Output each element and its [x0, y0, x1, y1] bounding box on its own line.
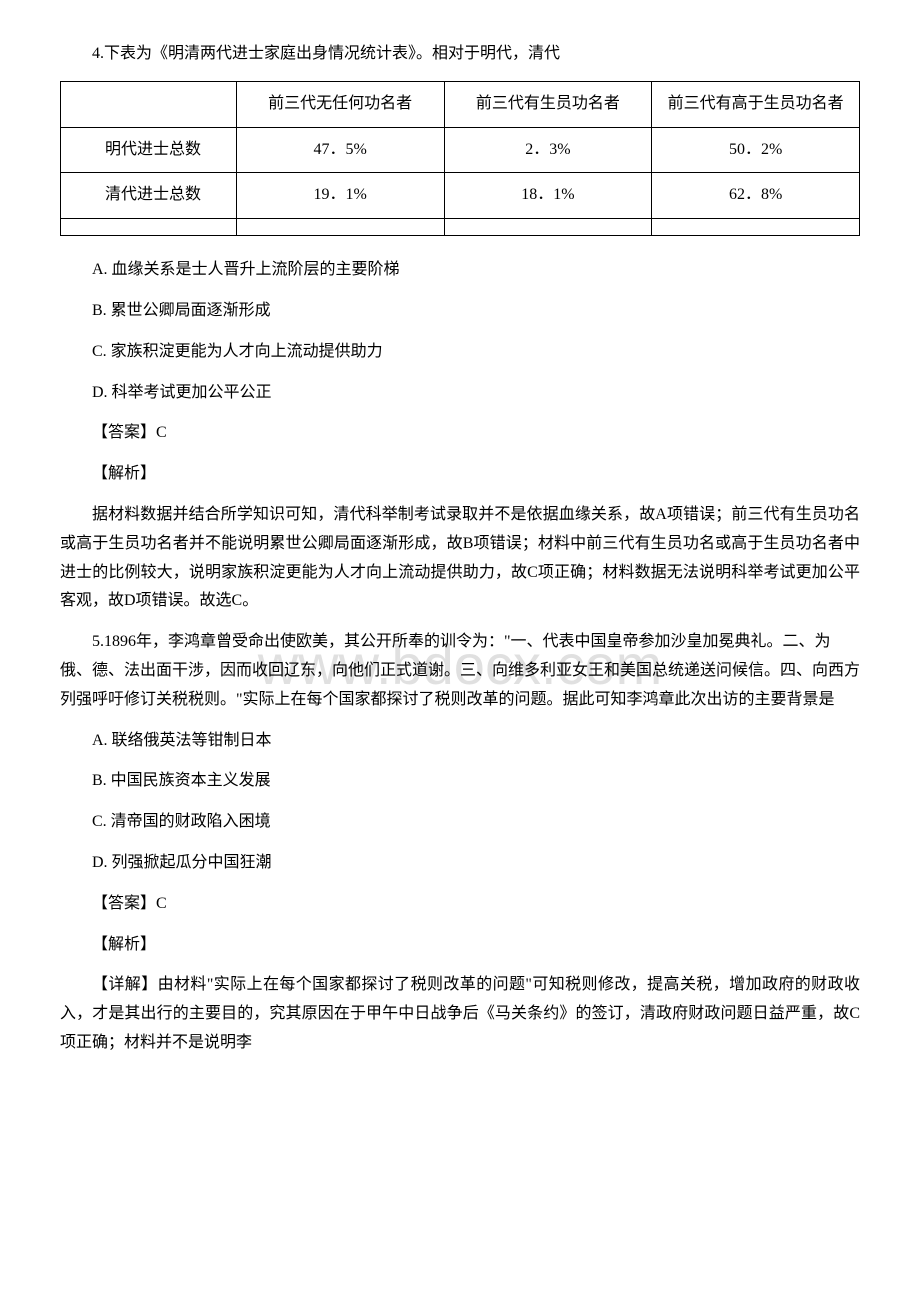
q4-intro: 4.下表为《明清两代进士家庭出身情况统计表》。相对于明代，清代 — [60, 40, 860, 69]
row3-label — [61, 219, 237, 236]
row1-c2: 2．3% — [444, 127, 652, 173]
header-empty — [61, 81, 237, 127]
q4-option-c: C. 家族积淀更能为人才向上流动提供助力 — [60, 338, 860, 367]
row1-label: 明代进士总数 — [61, 127, 237, 173]
row3-c1 — [236, 219, 444, 236]
q4-explanation: 据材料数据并结合所学知识可知，清代科举制考试录取并不是依据血缘关系，故A项错误；… — [60, 501, 860, 616]
header-col3: 前三代有高于生员功名者 — [652, 81, 860, 127]
row3-c2 — [444, 219, 652, 236]
row1-c1: 47．5% — [236, 127, 444, 173]
table-header-row: 前三代无任何功名者 前三代有生员功名者 前三代有高于生员功名者 — [61, 81, 860, 127]
q4-option-d: D. 科举考试更加公平公正 — [60, 379, 860, 408]
q5-option-b: B. 中国民族资本主义发展 — [60, 767, 860, 796]
row2-label: 清代进士总数 — [61, 173, 237, 219]
q5-option-c: C. 清帝国的财政陷入困境 — [60, 808, 860, 837]
q5-explanation: 【详解】由材料"实际上在每个国家都探讨了税则改革的问题"可知税则修改，提高关税，… — [60, 971, 860, 1057]
q4-option-b: B. 累世公卿局面逐渐形成 — [60, 297, 860, 326]
q5-option-d: D. 列强掀起瓜分中国狂潮 — [60, 849, 860, 878]
row2-c3: 62．8% — [652, 173, 860, 219]
q4-answer: 【答案】C — [60, 419, 860, 448]
q4-explain-label: 【解析】 — [60, 460, 860, 489]
row1-c3: 50．2% — [652, 127, 860, 173]
q4-table: 前三代无任何功名者 前三代有生员功名者 前三代有高于生员功名者 明代进士总数 4… — [60, 81, 860, 236]
q5-explain-label: 【解析】 — [60, 931, 860, 960]
row2-c1: 19．1% — [236, 173, 444, 219]
q5-option-a: A. 联络俄英法等钳制日本 — [60, 727, 860, 756]
table-row: 明代进士总数 47．5% 2．3% 50．2% — [61, 127, 860, 173]
row3-c3 — [652, 219, 860, 236]
q5-intro: 5.1896年，李鸿章曾受命出使欧美，其公开所奉的训令为："一、代表中国皇帝参加… — [60, 628, 860, 714]
q5-answer: 【答案】C — [60, 890, 860, 919]
q4-option-a: A. 血缘关系是士人晋升上流阶层的主要阶梯 — [60, 256, 860, 285]
row2-c2: 18．1% — [444, 173, 652, 219]
table-row-empty — [61, 219, 860, 236]
header-col1: 前三代无任何功名者 — [236, 81, 444, 127]
header-col2: 前三代有生员功名者 — [444, 81, 652, 127]
table-row: 清代进士总数 19．1% 18．1% 62．8% — [61, 173, 860, 219]
